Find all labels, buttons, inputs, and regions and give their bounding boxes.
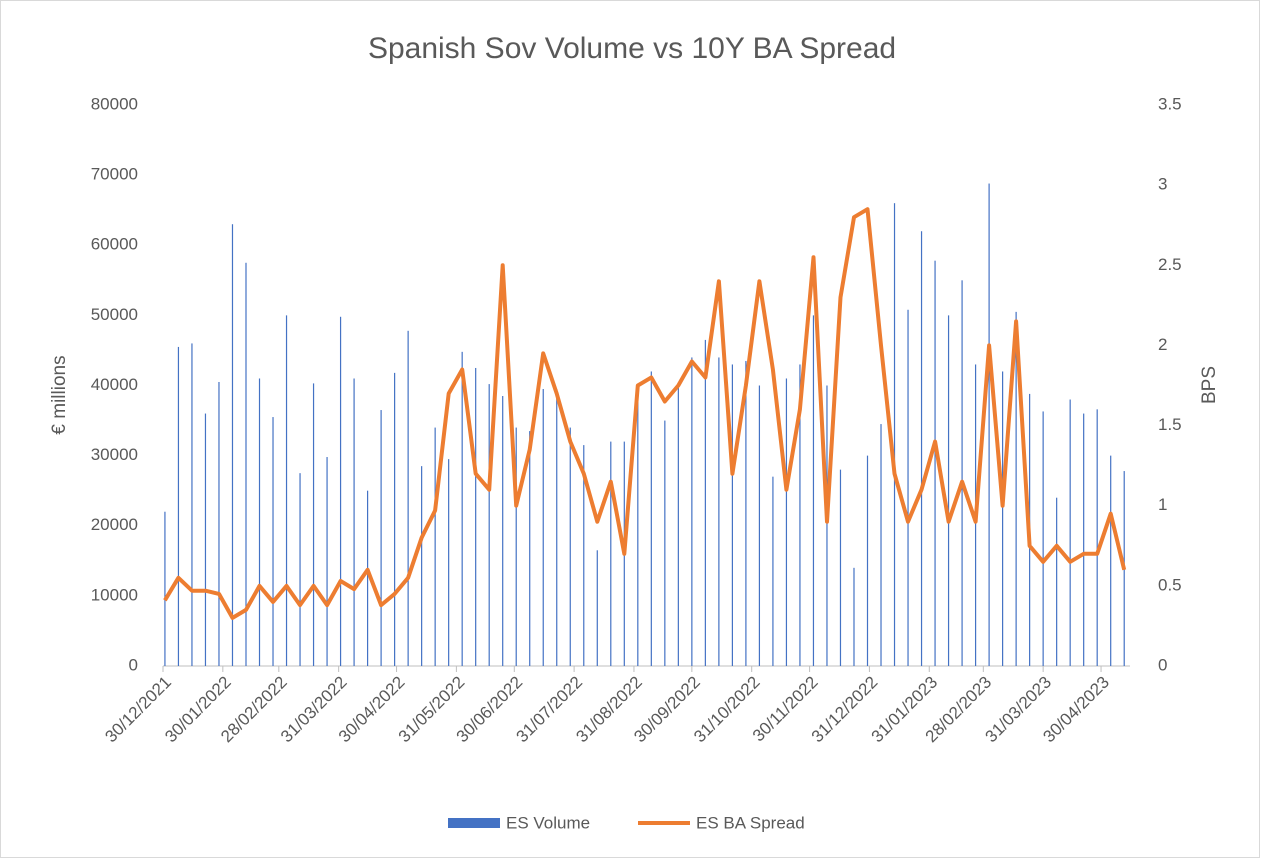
line-series (163, 207, 1127, 620)
bar (245, 262, 247, 666)
bar (826, 385, 828, 666)
bar (164, 511, 166, 666)
bar (934, 260, 936, 666)
bar (880, 424, 882, 666)
y-tick-label: 0 (129, 655, 138, 674)
bar (907, 309, 909, 666)
bar (542, 389, 544, 666)
bar (1110, 455, 1112, 666)
y2-tick-label: 1.5 (1158, 415, 1182, 434)
bar (691, 357, 693, 666)
bar (515, 427, 517, 666)
bar (353, 378, 355, 666)
legend-swatch (448, 818, 500, 828)
bar (920, 231, 923, 666)
bar (407, 330, 409, 666)
bar (475, 367, 477, 666)
bar (326, 457, 328, 666)
bar (461, 351, 463, 666)
bar (394, 372, 396, 666)
bar (988, 183, 990, 667)
bar (569, 427, 571, 666)
y2-tick-label: 0 (1158, 655, 1167, 674)
y2-tick-label: 3.5 (1158, 94, 1182, 113)
bar (1069, 399, 1071, 666)
y2-axis-title: BPS (1199, 366, 1220, 404)
bar (488, 384, 490, 666)
bar (799, 364, 801, 666)
bar (610, 441, 612, 666)
bar (664, 420, 666, 666)
bar (285, 315, 288, 666)
bar (637, 385, 639, 666)
y2-tick-label: 2 (1158, 335, 1167, 354)
bar (556, 389, 558, 666)
bar (1042, 411, 1044, 666)
bar (785, 378, 788, 666)
bar (191, 343, 193, 666)
bar (758, 385, 761, 666)
chart-title: Spanish Sov Volume vs 10Y BA Spread (368, 32, 896, 65)
y2-tick-label: 2.5 (1158, 255, 1182, 274)
bar (421, 466, 423, 666)
bar (1096, 409, 1098, 666)
bar (650, 371, 652, 666)
y-tick-label: 30000 (91, 445, 138, 464)
bar (866, 455, 869, 666)
bar (596, 550, 598, 666)
legend-label: ES BA Spread (696, 813, 805, 832)
bar (718, 357, 720, 666)
bar (893, 203, 896, 667)
y2-tick-label: 0.5 (1158, 575, 1182, 594)
bar (502, 396, 504, 666)
y-tick-label: 60000 (91, 235, 138, 254)
y-tick-label: 70000 (91, 165, 138, 184)
bar (677, 385, 679, 666)
y-tick-label: 40000 (91, 375, 138, 394)
y2-tick-label: 1 (1158, 495, 1167, 514)
bar (1015, 311, 1017, 666)
bar (1002, 371, 1004, 666)
bar (704, 339, 706, 666)
bar (812, 315, 815, 666)
bar (961, 280, 963, 666)
bar (731, 364, 733, 666)
bar (448, 459, 450, 666)
y-tick-label: 20000 (91, 515, 138, 534)
y2-tick-label: 3 (1158, 175, 1167, 194)
bar (745, 360, 747, 666)
bar (529, 431, 531, 666)
legend-label: ES Volume (506, 813, 590, 832)
bar (258, 378, 261, 666)
bar (231, 224, 234, 666)
bar (1056, 497, 1058, 666)
bar (272, 417, 274, 666)
bar (853, 567, 855, 666)
bar (218, 381, 220, 666)
bar (299, 473, 301, 666)
bar (839, 469, 842, 666)
y-tick-label: 80000 (91, 94, 138, 113)
bar (380, 410, 382, 666)
bar (366, 490, 369, 666)
y-tick-label: 50000 (91, 305, 138, 324)
bar (583, 445, 585, 666)
bar (312, 383, 315, 666)
y-tick-label: 10000 (91, 585, 138, 604)
y-axis-title: € millions (49, 355, 70, 434)
bar (204, 413, 207, 666)
bar (772, 476, 774, 666)
bar (434, 427, 436, 666)
bar (339, 316, 342, 666)
bar (947, 315, 950, 666)
bar (177, 346, 180, 666)
bar (1083, 413, 1085, 666)
